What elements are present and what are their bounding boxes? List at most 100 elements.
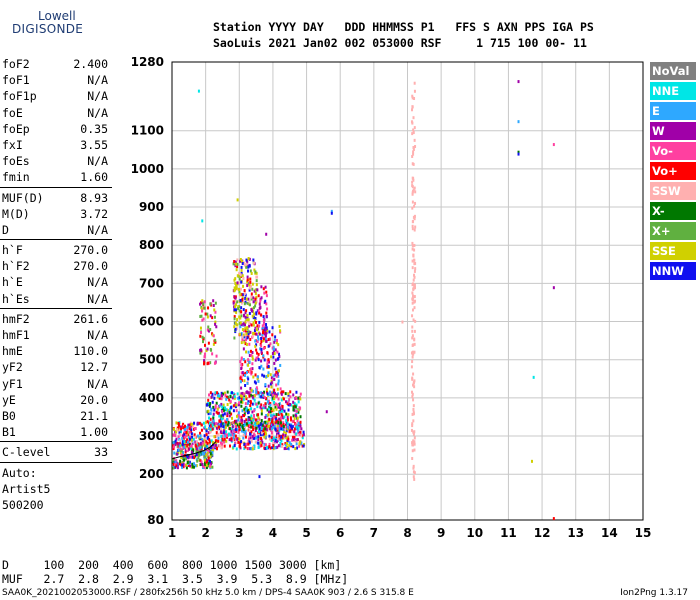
echo-point (191, 455, 194, 459)
echo-point (257, 441, 260, 445)
echo-point (279, 419, 282, 423)
echo-point (267, 410, 270, 414)
section-divider (0, 307, 112, 309)
echo-point (247, 350, 250, 354)
echo-point (240, 367, 243, 371)
param-name: foF1p (2, 89, 37, 104)
echo-point (199, 348, 202, 352)
echo-point (244, 360, 247, 364)
echo-point (262, 406, 265, 410)
echo-point (278, 417, 281, 421)
echo-point (204, 425, 207, 429)
echo-point (412, 178, 415, 182)
echo-point (226, 423, 229, 427)
echo-point (203, 452, 206, 456)
echo-point (239, 325, 242, 329)
echo-point (285, 412, 288, 416)
echo-point (260, 407, 263, 411)
echo-point (238, 305, 241, 309)
echo-point (413, 97, 416, 101)
echo-point (218, 444, 221, 448)
echo-point (180, 449, 183, 453)
echo-point (223, 429, 226, 433)
echo-point (233, 444, 236, 448)
echo-point (186, 428, 189, 432)
echo-point (255, 325, 258, 329)
echo-point (225, 397, 228, 401)
echo-point (200, 445, 203, 449)
echo-point (412, 404, 415, 408)
echo-point (284, 447, 287, 451)
logo-lowell-text: Lowell (38, 9, 76, 23)
echo-point (216, 411, 219, 415)
echo-point (248, 283, 251, 287)
echo-point (203, 458, 206, 462)
echo-point (268, 401, 271, 405)
logo-digisonde-text: DIGISONDE (12, 22, 84, 36)
echo-point (210, 453, 213, 457)
param-name: B1 (2, 425, 16, 440)
echo-point (245, 297, 248, 301)
echo-point (261, 333, 264, 337)
echo-point (259, 306, 262, 310)
echo-point (244, 435, 247, 439)
echo-point (172, 462, 175, 466)
echo-point (218, 404, 221, 408)
echo-point (181, 465, 184, 469)
echo-point (411, 266, 414, 270)
echo-point (247, 265, 250, 269)
echo-point (251, 395, 254, 399)
echo-point (234, 321, 237, 325)
echo-point (270, 433, 273, 437)
echo-point (253, 289, 256, 293)
echo-point (208, 426, 211, 430)
echo-point (254, 426, 257, 430)
echo-point (199, 442, 202, 446)
echo-point (195, 450, 198, 454)
echo-point (183, 432, 186, 436)
echo-point (411, 298, 414, 302)
echo-point (237, 418, 240, 422)
echo-point (269, 337, 272, 341)
echo-point (411, 395, 414, 399)
echo-point (265, 331, 268, 335)
echo-point (271, 333, 274, 337)
echo-point (252, 389, 255, 393)
echo-point (209, 450, 212, 454)
echo-point (277, 343, 280, 347)
echo-point (243, 292, 246, 296)
echo-point (278, 324, 281, 328)
param-value: 3.72 (80, 206, 108, 221)
echo-point (222, 422, 225, 426)
echo-point (239, 292, 242, 296)
echo-point (262, 329, 265, 333)
echo-point (275, 374, 278, 378)
echo-point (240, 429, 243, 433)
param-name: foEs (2, 154, 30, 169)
echo-point (238, 437, 241, 441)
echo-point (412, 318, 415, 322)
echo-point (243, 261, 246, 265)
echo-point (190, 446, 193, 450)
echo-point (249, 447, 252, 451)
echo-point (275, 413, 278, 417)
echo-point (286, 439, 289, 443)
echo-point (249, 387, 252, 391)
echo-point (202, 317, 205, 321)
echo-point (242, 308, 245, 312)
echo-point (412, 466, 415, 470)
echo-point (260, 412, 263, 416)
echo-point (194, 464, 197, 468)
param-value: 110.0 (73, 344, 108, 359)
echo-point (279, 329, 282, 333)
echo-point (411, 227, 414, 231)
echo-point (257, 420, 260, 424)
echo-point (273, 377, 276, 381)
echo-point (236, 265, 239, 269)
param-value: 1.00 (80, 425, 108, 440)
echo-point (173, 451, 176, 455)
echo-point (411, 392, 414, 396)
echo-point (413, 269, 416, 273)
echo-point (286, 435, 289, 439)
